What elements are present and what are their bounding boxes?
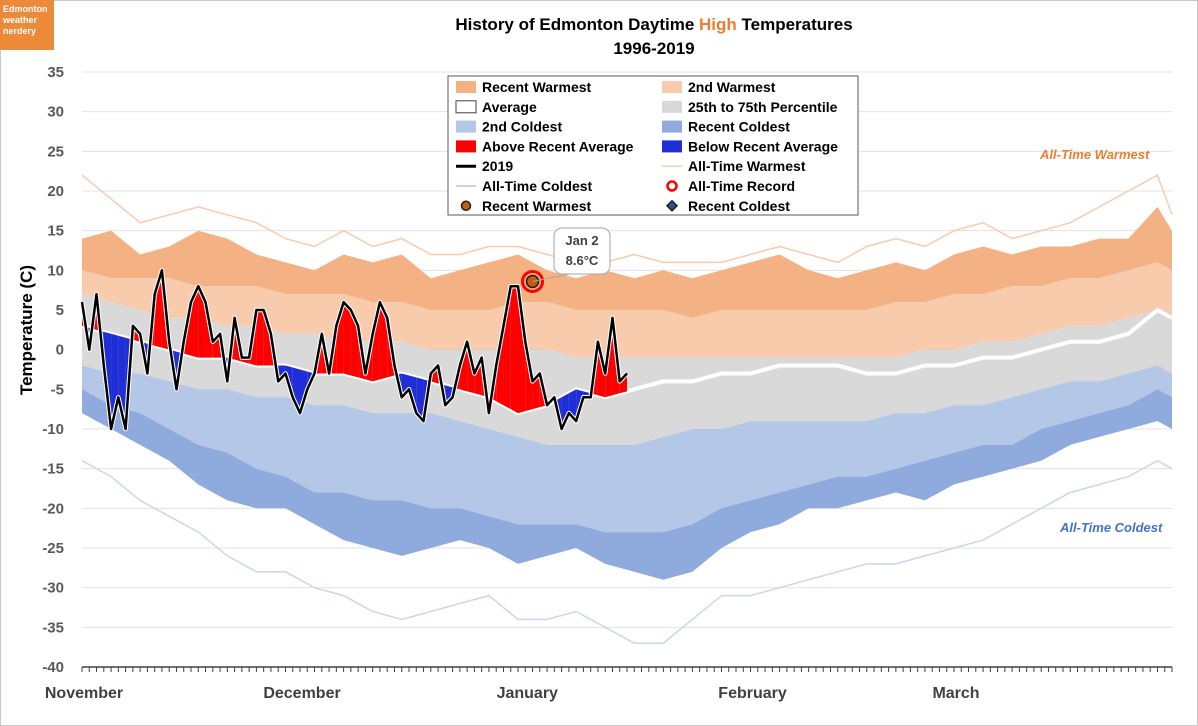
all-time-coldest-line [81,459,1173,644]
badge-line: Edmonton [3,4,48,14]
legend-box [447,75,859,216]
y-tick-label: 30 [47,104,64,121]
x-month-label: December [263,685,340,702]
y-tick-label: -30 [42,580,64,597]
legend-key [456,140,476,153]
all-time-record-marker [521,269,545,293]
record-callout: Jan 2 8.6°C [532,227,611,282]
y-tick-label: 0 [56,342,64,359]
deviation-fill [118,335,126,429]
callout-box [553,227,611,275]
legend-label: Average [482,99,537,115]
legend-key [662,120,682,133]
recent-warmest-band [82,206,1172,318]
y-tick-label: 5 [56,302,64,319]
second-coldest-band [82,365,1172,533]
legend-key [666,180,678,192]
axes: November December January February March [45,666,1173,702]
legend: Recent Warmest 2nd Warmest Average 25th to … [447,75,859,216]
series-2019-line [80,269,628,431]
deviation-fill [111,333,119,429]
deviation-fill [372,302,380,382]
recent-coldest-band [82,389,1172,580]
title-part: History of Edmonton Daytime [455,15,699,34]
callout-pointer [532,273,571,282]
legend-label: Recent Warmest [482,198,592,214]
x-month-label: November [45,685,123,702]
legend-key [665,199,679,212]
deviation-fill [292,367,300,414]
legend-key [456,120,476,133]
y-tick-label: -5 [51,381,64,398]
legend-label: All-Time Coldest [482,178,593,194]
percentile-band [82,294,1172,445]
y-tick-label: -15 [42,461,64,478]
title-part: Temperatures [737,15,853,34]
legend-label: Recent Warmest [482,79,592,95]
deviation-fill [379,302,388,380]
y-tick-label: 10 [47,262,64,279]
legend-label: 2nd Coldest [482,119,562,135]
chart-title: History of Edmonton Daytime High Tempera… [455,15,852,34]
deviation-fill [343,302,351,376]
y-tick-label: 25 [47,143,64,160]
legend-label: Recent Coldest [688,119,790,135]
all-time-warmest-line [81,174,1173,264]
legend-key [460,200,472,212]
legend-label: Above Recent Average [482,138,634,154]
brand-badge: Edmonton weather nerdery [0,0,54,50]
legend-key [662,140,682,153]
legend-label: 2019 [482,158,513,174]
y-tick-label: 20 [47,183,64,200]
legend-key [662,100,682,113]
x-month-label: January [497,685,558,702]
y-tick-label: 15 [47,223,64,240]
y-axis-label: Temperature (C) [17,265,36,395]
legend-label: Recent Coldest [688,198,790,214]
callout-date: Jan 2 [565,233,598,248]
legend-label: Below Recent Average [688,138,838,154]
y-tick-label: -25 [42,540,64,557]
y-tick-label: 35 [47,64,64,81]
annotation-all-time-coldest: All-Time Coldest [1059,520,1163,535]
x-month-label: March [932,685,979,702]
legend-key [455,100,477,114]
temperature-bands [81,174,1173,644]
badge-line: weather [3,15,38,25]
callout-temp: 8.6°C [566,253,599,268]
legend-label: 2nd Warmest [688,79,776,95]
deviation-fill [510,286,518,414]
deviation-fill [256,310,264,366]
legend-label: All-Time Record [688,178,795,194]
deviation-fill [263,310,271,366]
annotation-all-time-warmest: All-Time Warmest [1039,147,1150,162]
y-tick-label: -40 [42,659,64,676]
legend-label: 25th to 75th Percentile [688,99,838,115]
y-tick-label: -35 [42,619,64,636]
deviation-fill [416,377,424,422]
legend-label: All-Time Warmest [688,158,806,174]
legend-key [456,81,476,93]
title-highlight: High [699,15,737,34]
deviation-fill [518,286,526,414]
legend-key [662,81,682,93]
x-month-label: February [718,685,787,702]
chart-subtitle: 1996-2019 [613,39,694,58]
badge-line: nerdery [3,26,37,36]
y-tick-label: -10 [42,421,64,438]
y-tick-label: -20 [42,500,64,517]
